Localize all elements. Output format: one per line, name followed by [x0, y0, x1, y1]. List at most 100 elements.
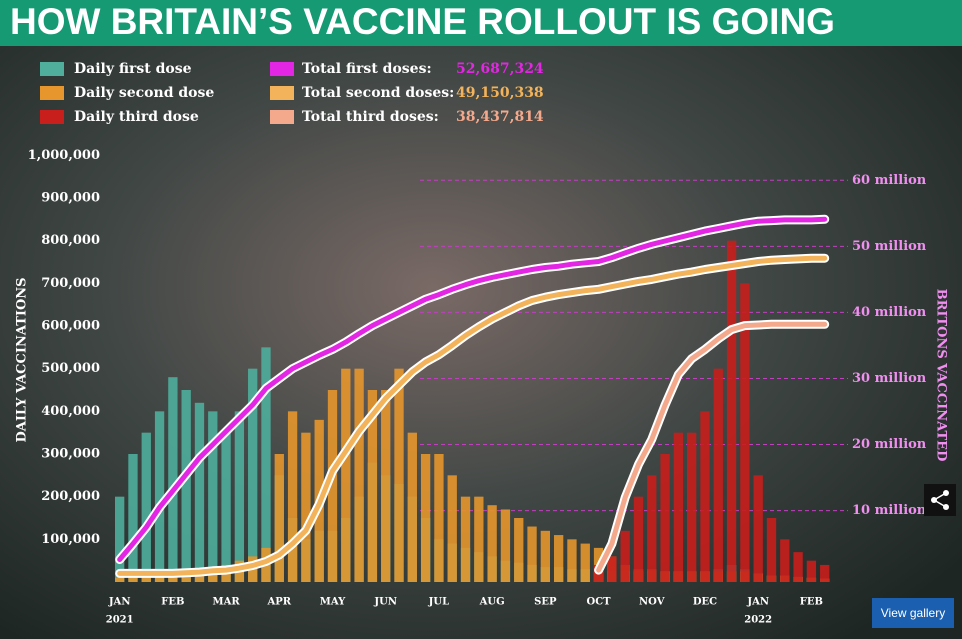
- bar: [460, 496, 471, 582]
- legend-label: Total second doses:: [302, 85, 454, 101]
- legend-label: Daily third dose: [74, 109, 199, 125]
- bar: [607, 556, 617, 582]
- bar: [553, 535, 564, 582]
- bar: [261, 347, 271, 582]
- x-tick-label: SEP: [534, 597, 557, 608]
- bar: [580, 543, 590, 582]
- x-tick-label: FEB: [161, 597, 184, 608]
- y2-tick-label: 10 million: [852, 503, 927, 518]
- y-tick-label: 400,000: [41, 404, 100, 419]
- bar: [301, 432, 311, 582]
- bar: [341, 368, 351, 582]
- bar: [208, 411, 218, 582]
- bar: [713, 368, 723, 582]
- legend-swatch: [270, 110, 294, 124]
- bar: [434, 454, 444, 582]
- bar: [381, 390, 391, 582]
- bar: [673, 432, 684, 582]
- legend-swatch: [40, 86, 64, 100]
- bar: [194, 573, 205, 582]
- x-tick-label: JAN: [746, 597, 769, 608]
- bar: [221, 432, 231, 582]
- bar: [115, 577, 125, 582]
- y-tick-label: 100,000: [41, 532, 100, 547]
- chart-title: HOW BRITAIN’S VACCINE ROLLOUT IS GOING: [10, 1, 835, 42]
- x-tick-label: DEC: [693, 597, 717, 608]
- y2-tick-label: 30 million: [852, 371, 927, 386]
- x-tick-label: JAN: [108, 597, 131, 608]
- bar: [128, 454, 138, 582]
- bar: [128, 577, 138, 582]
- legend-label: Total third doses:: [302, 109, 439, 125]
- y2-tick-label: 20 million: [852, 437, 927, 452]
- x-tick-label: JUL: [428, 597, 449, 608]
- bar: [181, 390, 191, 582]
- bar: [780, 539, 790, 582]
- bar: [154, 577, 165, 582]
- header-band: [0, 0, 962, 46]
- bar: [726, 240, 737, 582]
- bar: [327, 390, 338, 582]
- bar: [700, 411, 710, 582]
- bar: [766, 518, 777, 582]
- x-tick-label: FEB: [800, 597, 823, 608]
- legend-label: Daily first dose: [74, 61, 192, 77]
- bar: [115, 496, 125, 582]
- x-tick-label: APR: [266, 597, 291, 608]
- legend-total: 49,150,338: [456, 85, 544, 101]
- y-tick-label: 800,000: [41, 233, 100, 248]
- y-tick-label: 900,000: [41, 191, 100, 206]
- bar: [500, 509, 511, 582]
- y-tick-label: 1,000,000: [28, 148, 100, 163]
- bar: [687, 432, 697, 582]
- line: [596, 321, 828, 573]
- bar: [208, 569, 218, 582]
- bar: [514, 518, 524, 582]
- share-button[interactable]: [924, 484, 956, 516]
- line: [117, 255, 828, 576]
- legend-swatch: [270, 86, 294, 100]
- bar: [740, 283, 750, 582]
- bar: [793, 552, 803, 582]
- x-tick-label: OCT: [586, 597, 611, 608]
- bar: [354, 368, 364, 582]
- bar: [141, 577, 151, 582]
- x-year-label: 2022: [744, 615, 772, 626]
- x-tick-label: MAR: [213, 597, 241, 608]
- bar: [474, 496, 484, 582]
- y2-tick-label: 50 million: [852, 239, 927, 254]
- bar: [248, 368, 258, 582]
- share-icon: [932, 492, 947, 508]
- bar: [407, 432, 417, 582]
- bar: [567, 539, 577, 582]
- share-bg[interactable]: [924, 484, 956, 516]
- gallery-button-bg[interactable]: [872, 598, 954, 628]
- bar: [181, 575, 191, 582]
- line: [117, 216, 828, 562]
- bar: [194, 402, 205, 582]
- bar: [420, 454, 431, 582]
- bar: [540, 530, 550, 582]
- x-year-label: 2021: [106, 615, 134, 626]
- y2-tick-label: 40 million: [852, 305, 927, 320]
- bar: [367, 390, 378, 582]
- gallery-button[interactable]: View gallery: [872, 598, 954, 628]
- x-tick-label: JUN: [373, 597, 397, 608]
- y-tick-label: 500,000: [41, 361, 100, 376]
- y-tick-label: 200,000: [41, 489, 100, 504]
- legend-label: Daily second dose: [74, 85, 214, 101]
- bar: [168, 577, 178, 582]
- bar: [660, 454, 670, 582]
- legend-swatch: [40, 110, 64, 124]
- x-tick-label: NOV: [639, 597, 665, 608]
- y2-tick-label: 60 million: [852, 173, 927, 188]
- bar: [820, 564, 830, 582]
- bar: [274, 454, 284, 582]
- gallery-button-label[interactable]: View gallery: [881, 606, 945, 620]
- y2-axis-label: BRITONS VACCINATED: [934, 289, 949, 462]
- legend-total: 52,687,324: [456, 61, 544, 77]
- bar: [753, 475, 763, 582]
- legend-label: Total first doses:: [302, 61, 432, 77]
- legend-swatch: [40, 62, 64, 76]
